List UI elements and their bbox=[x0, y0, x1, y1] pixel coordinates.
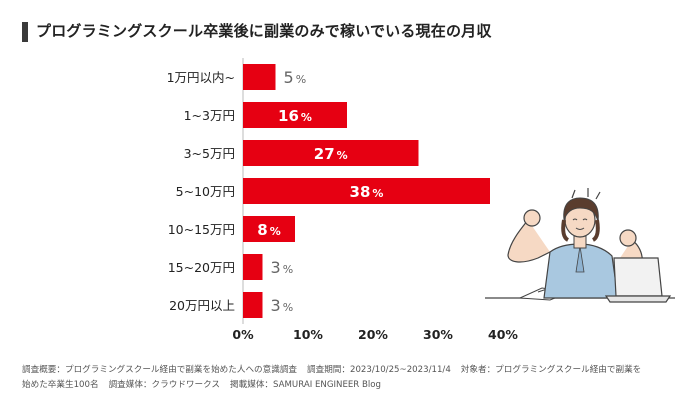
bar bbox=[243, 140, 419, 166]
person-laptop-illustration bbox=[485, 188, 675, 303]
category-label: 3~5万円 bbox=[184, 146, 235, 161]
x-tick-label: 10% bbox=[293, 327, 323, 342]
category-label: 1万円以内~ bbox=[167, 70, 235, 85]
survey-target-cont: 始めた卒業生100名 bbox=[22, 380, 99, 390]
bar bbox=[243, 216, 295, 242]
data-label: 3% bbox=[271, 258, 294, 277]
data-label: 38% bbox=[350, 183, 384, 201]
bar bbox=[243, 64, 276, 90]
x-tick-label: 0% bbox=[232, 327, 254, 342]
bar-chart: 1万円以内~ 5 % 1~3万円 16 % 3~5万円 27 % 5~10万円 38 % 10~15万円… bbox=[167, 58, 518, 342]
data-label: 3% bbox=[271, 296, 294, 315]
x-tick-label: 40% bbox=[488, 327, 518, 342]
x-tick-label: 30% bbox=[423, 327, 453, 342]
survey-medium: 調査媒体：クラウドワークス bbox=[108, 380, 221, 390]
chart-title: プログラミングスクール卒業後に副業のみで稼いでいる現在の月収 bbox=[36, 22, 492, 40]
data-label: 16% bbox=[278, 107, 312, 125]
category-label: 1~3万円 bbox=[184, 108, 235, 123]
footer-line-2: 始めた卒業生100名 調査媒体：クラウドワークス 掲載媒体：SAMURAI ENGI… bbox=[22, 378, 682, 393]
survey-period: 調査期間：2023/10/25~2023/11/4 bbox=[307, 365, 451, 375]
survey-footer: 調査概要：プログラミングスクール経由で副業を始めた人への意識調査 調査期間：202… bbox=[22, 363, 682, 393]
title-accent-bar bbox=[22, 22, 28, 42]
data-label: 8% bbox=[257, 221, 280, 239]
survey-target: 対象者：プログラミングスクール経由で副業を bbox=[460, 365, 642, 375]
category-label: 20万円以上 bbox=[169, 298, 235, 313]
bar bbox=[243, 178, 490, 204]
survey-summary: 調査概要：プログラミングスクール経由で副業を始めた人への意識調査 bbox=[22, 365, 298, 375]
bar bbox=[243, 102, 347, 128]
category-label: 10~15万円 bbox=[168, 222, 235, 237]
data-label: 27% bbox=[314, 145, 348, 163]
bar bbox=[243, 254, 263, 280]
bar bbox=[243, 292, 263, 318]
survey-published: 掲載媒体：SAMURAI ENGINEER Blog bbox=[230, 380, 382, 390]
category-label: 5~10万円 bbox=[176, 184, 235, 199]
data-label: 5% bbox=[284, 68, 307, 87]
x-tick-label: 20% bbox=[358, 327, 388, 342]
footer-line-1: 調査概要：プログラミングスクール経由で副業を始めた人への意識調査 調査期間：202… bbox=[22, 363, 682, 378]
category-label: 15~20万円 bbox=[168, 260, 235, 275]
